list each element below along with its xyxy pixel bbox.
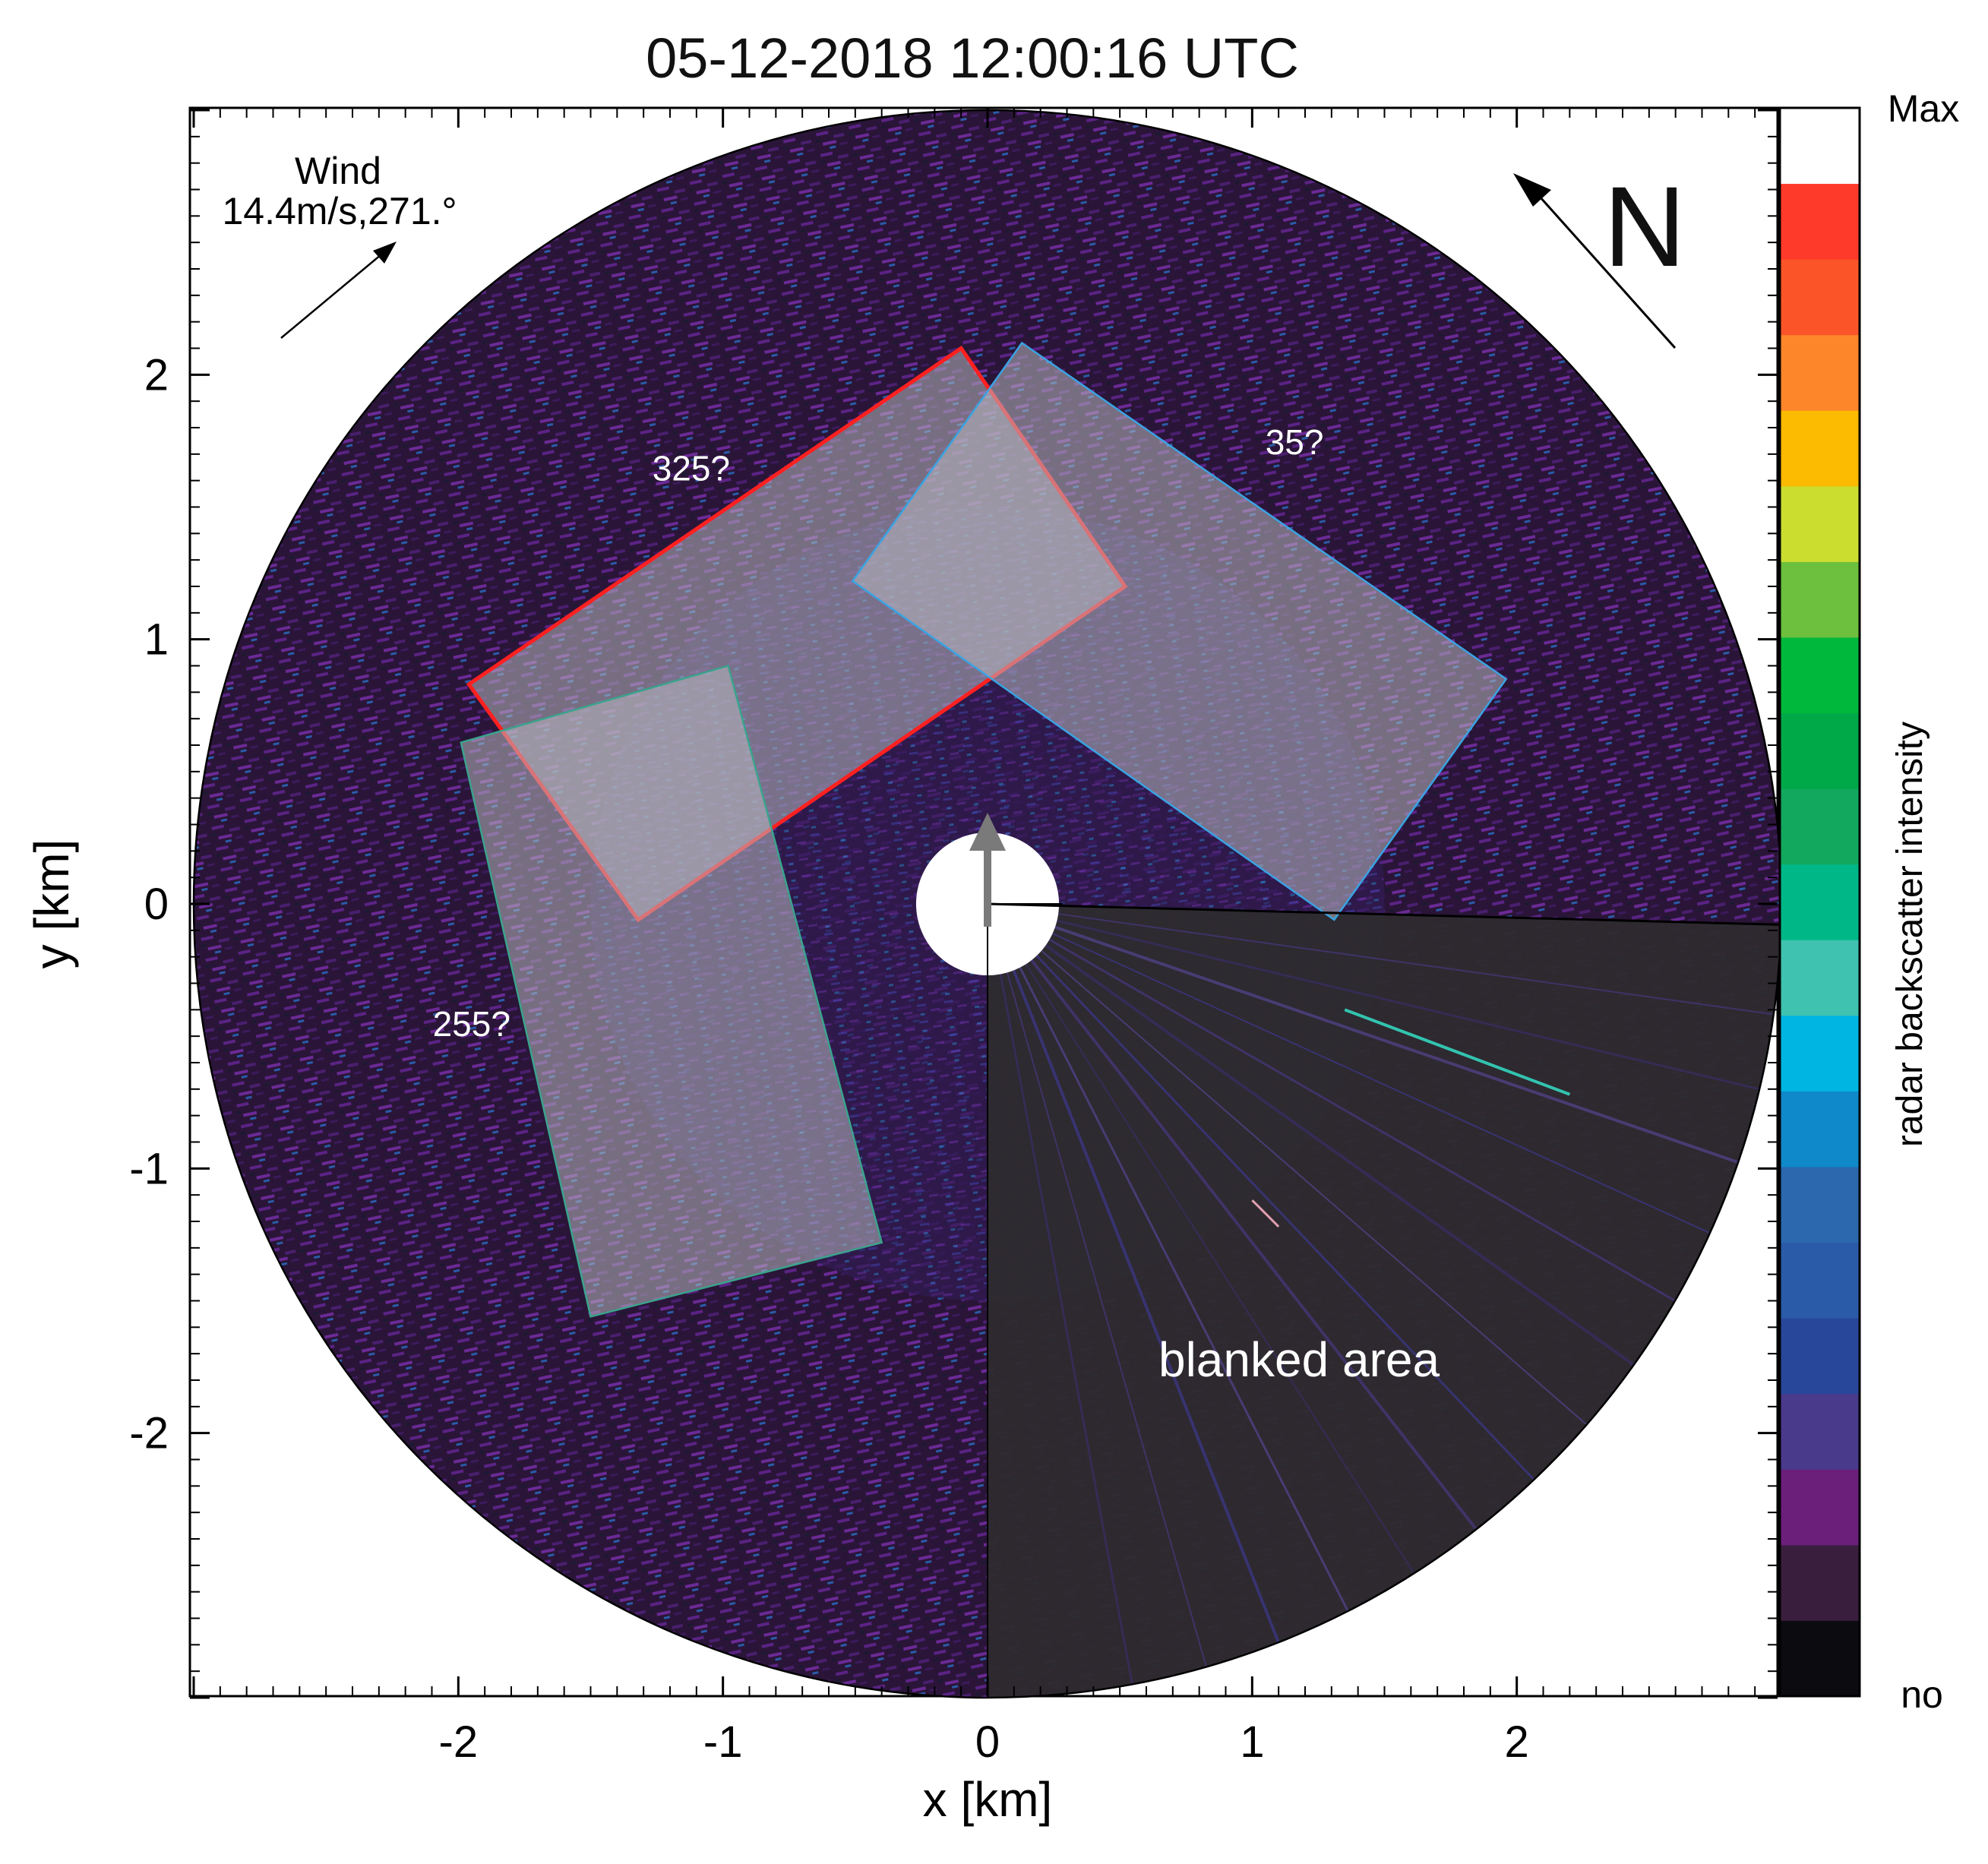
colorbar-swatch	[1780, 1091, 1860, 1167]
blanked-streak	[987, 903, 1588, 1426]
colorbar-label: radar backscatter intensity	[1890, 722, 1930, 1147]
chart-title: 05-12-2018 12:00:16 UTC	[646, 27, 1299, 90]
colorbar-swatch	[1780, 1393, 1860, 1470]
colorbar-max-label: Max	[1888, 87, 1959, 130]
colorbar-frame	[1778, 106, 1861, 1698]
blanked-streak	[987, 902, 1676, 1302]
x-tick-label: 0	[975, 1717, 1000, 1767]
blanked-streak	[987, 903, 1208, 1667]
colorbar-swatch	[1780, 788, 1860, 865]
echo-streak	[1251, 1199, 1280, 1228]
colorbar-min-label: no	[1901, 1673, 1943, 1716]
analysis-sector-1	[851, 341, 1508, 921]
blanked-streak	[986, 903, 1349, 1612]
blanked-area-label: blanked area	[1158, 1332, 1440, 1387]
colorbar-swatch	[1780, 561, 1860, 638]
echo-streak	[1344, 1008, 1571, 1096]
analysis-sectors: 325? 35? 255?	[433, 341, 1508, 1318]
blanked-streak	[987, 903, 1774, 1016]
wind-value: 14.4m/s,271.°	[222, 190, 457, 232]
x-tick-labels: -2 -1 0 1 2	[439, 1717, 1529, 1767]
x-axis-label: x [km]	[923, 1772, 1053, 1827]
y-tick-labels: -2 -1 0 1 2	[129, 350, 169, 1458]
ship-heading-arrow-icon	[969, 813, 1006, 927]
colorbar-swatch	[1780, 1167, 1860, 1243]
y-tick-label: 1	[144, 615, 169, 665]
wind-label: Wind	[295, 150, 381, 192]
x-tick-label: -2	[439, 1717, 479, 1767]
colorbar-swatch	[1780, 1318, 1860, 1395]
analysis-sector-2	[460, 664, 883, 1318]
y-axis-label: y [km]	[24, 839, 79, 969]
sector-label: 35?	[1266, 422, 1324, 462]
y-tick-label: 2	[144, 350, 169, 400]
colorbar-swatch	[1780, 1620, 1860, 1697]
sector-label: 255?	[433, 1004, 510, 1044]
blanked-area-streaks	[986, 902, 1774, 1685]
colorbar-swatch	[1780, 108, 1860, 185]
blanked-streak	[986, 902, 1478, 1531]
y-tick-label: 0	[144, 880, 169, 929]
x-tick-label: 1	[1240, 1717, 1264, 1767]
wind-arrow-icon	[280, 242, 397, 339]
colorbar-swatch	[1780, 940, 1860, 1016]
axis-ticks	[190, 108, 1783, 1699]
blanked-streak	[987, 902, 1739, 1164]
colorbar-swatch	[1780, 1469, 1860, 1546]
blanked-streak	[986, 903, 1280, 1644]
blanked-streak	[986, 903, 1133, 1685]
y-tick-label: -1	[129, 1144, 169, 1193]
blanked-streak	[986, 902, 1635, 1366]
colorbar-swatch	[1780, 712, 1860, 789]
colorbar-swatch	[1780, 1015, 1860, 1092]
colorbar	[1780, 108, 1860, 1697]
sector-label: 325?	[653, 449, 730, 488]
colorbar-swatch	[1780, 864, 1860, 940]
x-tick-label: -1	[703, 1717, 743, 1767]
colorbar-swatch	[1780, 1242, 1860, 1319]
colorbar-swatch	[1780, 259, 1860, 336]
blanked-streak	[987, 903, 1415, 1574]
north-arrow-icon	[1513, 173, 1677, 349]
colorbar-swatch	[1780, 637, 1860, 714]
blanked-streak	[987, 902, 1760, 1091]
colorbar-swatch	[1780, 183, 1860, 260]
colorbar-swatch	[1780, 1544, 1860, 1621]
colorbar-swatch	[1780, 485, 1860, 562]
north-label: N	[1604, 163, 1686, 290]
blanked-area-edge	[987, 902, 1781, 926]
blanked-area	[988, 904, 1781, 1698]
x-tick-label: 2	[1505, 1717, 1529, 1767]
blanked-streak	[987, 903, 1711, 1234]
colorbar-swatch	[1780, 334, 1860, 411]
blanked-streak	[986, 902, 1535, 1481]
y-tick-label: -2	[129, 1409, 169, 1458]
colorbar-swatch	[1780, 410, 1860, 487]
